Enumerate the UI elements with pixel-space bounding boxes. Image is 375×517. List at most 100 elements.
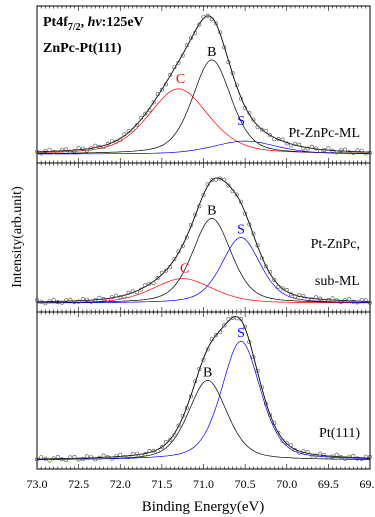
data-point (205, 347, 210, 352)
data-point (201, 357, 206, 362)
component-B-curve (37, 380, 370, 460)
data-point (334, 298, 339, 303)
data-point (330, 454, 335, 459)
data-point (105, 141, 110, 146)
data-point (284, 287, 289, 292)
data-point (284, 141, 289, 146)
x-tick-label: 72.5 (68, 477, 89, 491)
y-axis-label: Intensity(arb.unit) (10, 186, 25, 288)
data-point (189, 223, 194, 228)
data-point (139, 287, 144, 292)
data-point (355, 300, 360, 305)
data-point (126, 455, 131, 460)
data-point (118, 137, 123, 142)
data-point (268, 413, 273, 418)
x-tick-label: 70.0 (276, 477, 297, 491)
data-point (176, 249, 181, 254)
data-point (342, 147, 347, 152)
data-point (76, 146, 81, 151)
data-point (313, 146, 318, 151)
data-point (80, 297, 85, 302)
x-tick-label: 69.5 (318, 477, 339, 491)
data-point (184, 405, 189, 410)
x-tick-label: 73.0 (27, 477, 48, 491)
data-point (259, 256, 264, 261)
data-point (276, 137, 281, 142)
data-point (363, 151, 368, 156)
panel-3: B S Pt(111) (34, 315, 372, 463)
data-point (222, 45, 227, 50)
data-point (109, 295, 114, 300)
data-point (155, 449, 160, 454)
data-point (272, 421, 277, 426)
data-point (351, 150, 356, 155)
data-point (367, 150, 372, 155)
data-point (214, 21, 219, 26)
data-point (118, 452, 123, 457)
data-point (122, 294, 127, 299)
data-point (105, 455, 110, 460)
data-point (330, 148, 335, 153)
title-photon-energy: :125eV (102, 15, 144, 30)
data-point (288, 143, 293, 148)
data-point (180, 413, 185, 418)
data-point (189, 394, 194, 399)
data-point (39, 455, 44, 460)
x-axis-label: Binding Energy(eV) (142, 499, 265, 515)
data-point (76, 457, 81, 462)
data-point (72, 300, 77, 305)
data-point (305, 146, 310, 151)
data-point (205, 13, 210, 18)
data-point (230, 71, 235, 76)
data-point (68, 297, 73, 302)
data-point (114, 139, 119, 144)
data-point (93, 457, 98, 462)
data-point (305, 449, 310, 454)
data-point (226, 317, 231, 322)
data-point (301, 449, 306, 454)
chart-subtitle: ZnPc-Pt(111) (43, 41, 122, 56)
data-point (76, 299, 81, 304)
data-point (43, 456, 48, 461)
data-point (359, 457, 364, 462)
data-point (97, 144, 102, 149)
data-point (51, 456, 56, 461)
data-point (72, 454, 77, 459)
data-point (89, 455, 94, 460)
data-point (218, 330, 223, 335)
data-point (84, 148, 89, 153)
data-point (164, 82, 169, 87)
data-point (55, 150, 60, 155)
data-point (268, 269, 273, 274)
data-point (234, 83, 239, 88)
data-point (363, 298, 368, 303)
data-point (297, 293, 302, 298)
data-point (297, 450, 302, 455)
data-point (280, 137, 285, 142)
data-point (201, 193, 206, 198)
data-point (263, 128, 268, 133)
data-point (130, 128, 135, 133)
data-point (139, 115, 144, 120)
data-point (243, 324, 248, 329)
data-point (193, 212, 198, 217)
data-point (255, 243, 260, 248)
data-point (326, 297, 331, 302)
title-hv: hv (88, 15, 103, 30)
data-point (342, 456, 347, 461)
data-point (347, 150, 352, 155)
title-part-element: Pt4f (43, 15, 68, 30)
data-point (172, 256, 177, 261)
component-S-curve (37, 140, 370, 155)
data-point (322, 452, 327, 457)
data-point (342, 298, 347, 303)
data-point (363, 454, 368, 459)
data-point (251, 117, 256, 122)
data-point (47, 147, 52, 152)
data-point (93, 297, 98, 302)
data-point (114, 293, 119, 298)
data-point (43, 149, 48, 154)
data-point (34, 149, 39, 154)
data-point (239, 316, 244, 321)
data-point (230, 189, 235, 194)
